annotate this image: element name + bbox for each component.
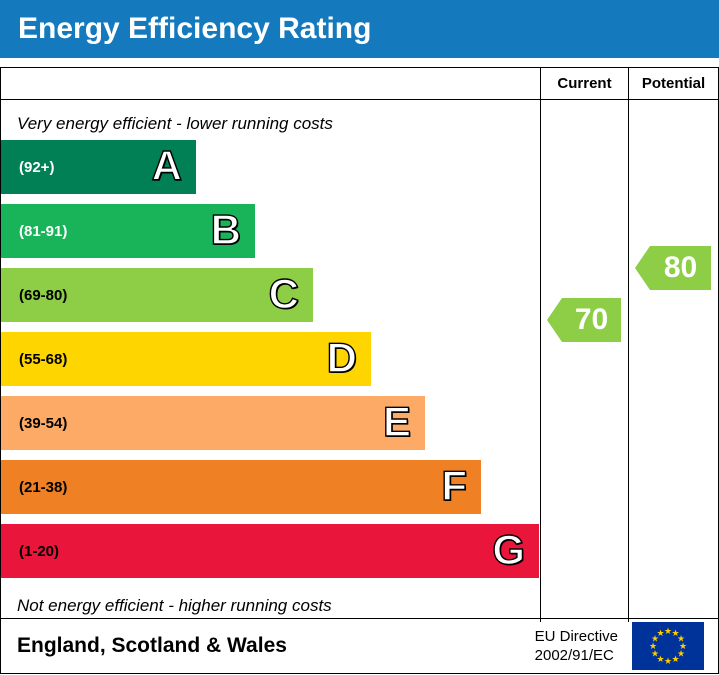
- band-bar-e: (39-54) E: [1, 396, 425, 450]
- eu-directive-line1: EU Directive: [534, 627, 618, 645]
- svg-text:★: ★: [656, 655, 664, 665]
- band-row-g: (1-20) G: [1, 524, 540, 588]
- svg-text:★: ★: [651, 650, 659, 660]
- title-bar: Energy Efficiency Rating: [0, 0, 719, 58]
- band-bar-f: (21-38) F: [1, 460, 481, 514]
- current-rating-arrow-icon: [547, 298, 562, 342]
- eu-directive-label: EU Directive 2002/91/EC: [535, 627, 632, 666]
- band-range-f: (21-38): [19, 478, 68, 496]
- band-bar-c: (69-80) C: [1, 268, 313, 322]
- current-column-header: Current: [540, 68, 628, 100]
- svg-text:★: ★: [649, 642, 657, 652]
- bands-column: Very energy efficient - lower running co…: [1, 100, 540, 622]
- potential-rating-box: 80: [650, 246, 711, 290]
- band-row-a: (92+) A: [1, 140, 540, 204]
- band-letter-e: E: [382, 398, 411, 446]
- bottom-note: Not energy efficient - higher running co…: [17, 596, 332, 615]
- band-letter-b: B: [210, 206, 242, 254]
- potential-rating-tag: 80: [635, 246, 711, 290]
- eu-flag-icon: ★ ★ ★ ★ ★ ★ ★ ★ ★ ★ ★ ★: [632, 622, 704, 670]
- current-rating-box: 70: [562, 298, 621, 342]
- band-bar-g: (1-20) G: [1, 524, 539, 578]
- eu-directive-line2: 2002/91/EC: [534, 647, 614, 664]
- band-letter-a: A: [151, 142, 183, 190]
- band-letter-d: D: [326, 334, 358, 382]
- band-row-c: (69-80) C: [1, 268, 540, 332]
- current-column: 70: [540, 100, 628, 622]
- header-spacer: [1, 68, 540, 100]
- band-bar-a: (92+) A: [1, 140, 196, 194]
- current-rating-tag: 70: [547, 298, 621, 342]
- svg-text:★: ★: [677, 635, 685, 645]
- band-bar-d: (55-68) D: [1, 332, 371, 386]
- potential-column: 80: [628, 100, 718, 622]
- epc-panel: Current Potential Very energy efficient …: [0, 67, 719, 674]
- band-row-f: (21-38) F: [1, 460, 540, 524]
- band-letter-c: C: [268, 270, 300, 318]
- band-letter-g: G: [492, 526, 526, 574]
- region-label: England, Scotland & Wales: [17, 634, 287, 657]
- potential-rating-arrow-icon: [635, 246, 650, 290]
- svg-text:★: ★: [677, 650, 685, 660]
- band-range-d: (55-68): [19, 350, 68, 368]
- band-range-c: (69-80): [19, 286, 68, 304]
- band-letter-f: F: [441, 462, 468, 510]
- page-title: Energy Efficiency Rating: [18, 12, 372, 45]
- footer: England, Scotland & Wales EU Directive 2…: [1, 619, 718, 673]
- svg-text:★: ★: [656, 629, 664, 639]
- svg-text:★: ★: [679, 642, 687, 652]
- energy-rating-chart: Current Potential Very energy efficient …: [1, 68, 718, 622]
- band-row-b: (81-91) B: [1, 204, 540, 268]
- current-rating-value: 70: [574, 303, 609, 336]
- band-row-d: (55-68) D: [1, 332, 540, 396]
- potential-rating-value: 80: [663, 251, 698, 284]
- band-range-a: (92+): [19, 158, 55, 176]
- band-range-b: (81-91): [19, 222, 68, 240]
- svg-text:★: ★: [664, 627, 672, 637]
- svg-text:★: ★: [671, 655, 679, 665]
- svg-text:★: ★: [651, 635, 659, 645]
- svg-text:★: ★: [671, 629, 679, 639]
- band-range-e: (39-54): [19, 414, 68, 432]
- band-row-e: (39-54) E: [1, 396, 540, 460]
- band-bar-b: (81-91) B: [1, 204, 255, 258]
- band-range-g: (1-20): [19, 542, 60, 560]
- potential-column-header: Potential: [628, 68, 718, 100]
- top-note: Very energy efficient - lower running co…: [17, 114, 333, 133]
- svg-text:★: ★: [664, 657, 672, 667]
